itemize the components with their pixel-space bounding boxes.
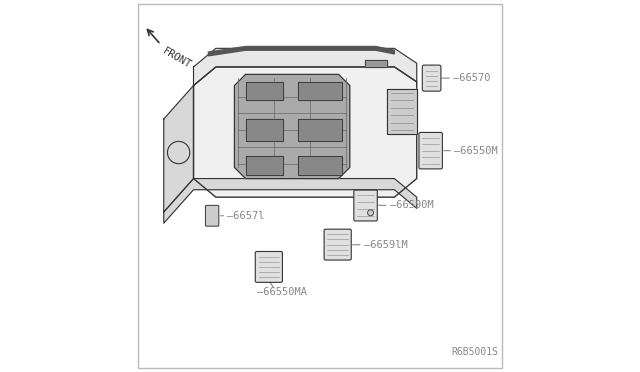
FancyBboxPatch shape xyxy=(422,65,441,91)
Polygon shape xyxy=(365,60,387,67)
Text: FRONT: FRONT xyxy=(161,46,193,71)
Polygon shape xyxy=(234,74,349,179)
Polygon shape xyxy=(193,48,417,86)
Polygon shape xyxy=(209,46,394,56)
Text: —66570: —66570 xyxy=(453,73,491,83)
Polygon shape xyxy=(164,179,417,223)
Text: —66550MA: —66550MA xyxy=(257,287,307,297)
Polygon shape xyxy=(298,119,342,141)
Text: —6657l: —6657l xyxy=(227,211,264,221)
Text: R6B5001S: R6B5001S xyxy=(452,347,499,357)
FancyBboxPatch shape xyxy=(354,190,378,221)
Polygon shape xyxy=(246,119,283,141)
FancyBboxPatch shape xyxy=(419,132,442,169)
FancyBboxPatch shape xyxy=(324,229,351,260)
Polygon shape xyxy=(298,82,342,100)
Polygon shape xyxy=(246,82,283,100)
FancyBboxPatch shape xyxy=(205,205,219,226)
Circle shape xyxy=(367,210,374,216)
Text: —66590M: —66590M xyxy=(390,201,434,210)
Text: —6659lM: —6659lM xyxy=(364,240,408,250)
Polygon shape xyxy=(193,67,417,197)
FancyBboxPatch shape xyxy=(255,251,282,282)
Polygon shape xyxy=(387,89,417,134)
Polygon shape xyxy=(246,156,283,175)
Polygon shape xyxy=(298,156,342,175)
Text: —66550M: —66550M xyxy=(454,146,498,155)
Polygon shape xyxy=(164,86,193,212)
